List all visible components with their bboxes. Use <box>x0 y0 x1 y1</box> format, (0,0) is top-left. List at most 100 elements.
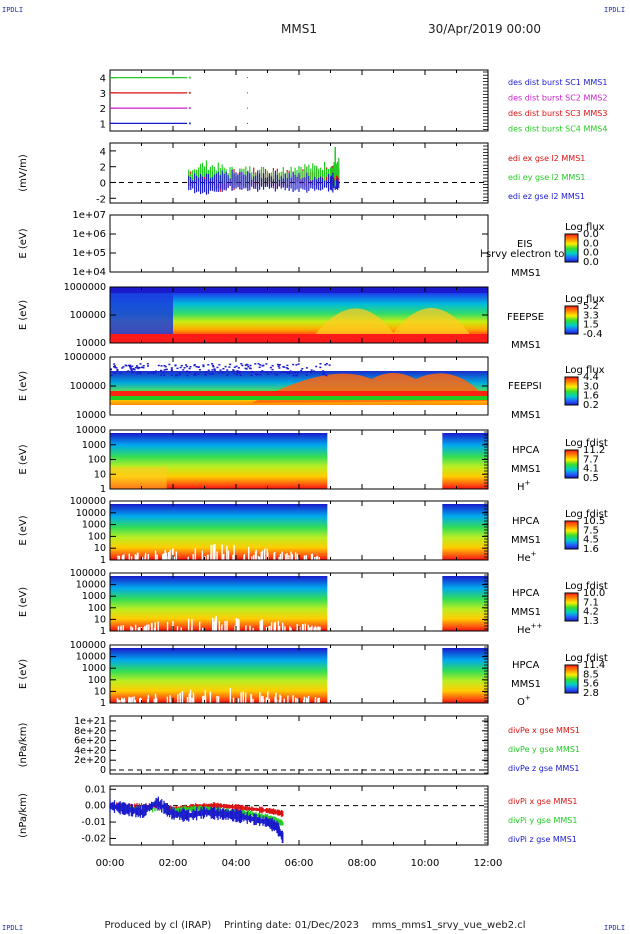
feepsi-speckle <box>119 372 122 374</box>
hpca_o-gap-speckle <box>280 695 282 703</box>
footer-script-name: mms_mms1_srvy_vue_web2.cl <box>371 920 526 931</box>
hpca_he-gap-speckle <box>163 553 166 560</box>
hpca_he-gap-speckle <box>192 554 194 560</box>
hpca_h-colorbar-tick: 7.7 <box>583 454 599 465</box>
feepsi-speckle <box>245 368 248 370</box>
feepsi-speckle <box>197 373 200 375</box>
eis-panel-frame <box>109 214 489 273</box>
hpca_h-y-tick-label: 1000 <box>82 440 106 451</box>
eis-y-tick-label: 1e+04 <box>72 267 106 278</box>
divpe-legend-entry: divPe z gse MMS1 <box>508 764 579 773</box>
hpca_he-gap-speckle <box>243 555 245 560</box>
eis-y-tick-label: 1e+06 <box>72 229 106 240</box>
burst-y-tick-label: 3 <box>100 89 106 100</box>
hpca_o-gap-speckle <box>202 696 204 703</box>
feepsi-speckle <box>213 368 216 370</box>
feepsi-speckle <box>283 366 286 368</box>
hpca_o-gap-speckle <box>305 697 308 703</box>
divpe-legend-entry: divPe y gse MMS1 <box>508 745 580 754</box>
eis-colorbar-tick: 0.0 <box>583 248 599 259</box>
hpca_he-gap-speckle <box>279 553 282 560</box>
hpca_o-gap-speckle <box>314 697 317 703</box>
hpca_he2-gap-speckle <box>218 620 221 631</box>
feepsi-speckle <box>129 367 132 369</box>
feepsi-speckle <box>114 366 117 369</box>
hpca_he2-y-tick-label: 10000 <box>76 580 106 591</box>
hpca_he-gap-speckle <box>201 550 204 560</box>
hpca_he-gap-speckle <box>267 552 269 560</box>
feepsi-speckle <box>194 372 197 374</box>
hpca_he-gap-speckle <box>251 556 253 560</box>
feepsi-speckle <box>113 372 116 374</box>
edi-legend-entry: edi ex gse l2 MMS1 <box>508 154 585 163</box>
feepsi-speckle <box>221 372 224 374</box>
divpi-y-axis-label: (nPa/km) <box>18 793 29 838</box>
hpca_he2-gap-speckle <box>145 624 148 631</box>
feepse-colorbar-tick: 5.2 <box>583 301 599 312</box>
feepsi-speckle <box>211 369 214 371</box>
feepsi-speckle <box>301 367 304 370</box>
hpca_he2-species-charge: ++ <box>531 622 543 630</box>
hpca_o-gap-speckle <box>147 694 150 703</box>
hpca_he2-colorbar <box>564 592 579 622</box>
feepsi-speckle <box>188 370 191 373</box>
hpca_he-gap-speckle <box>278 556 280 560</box>
hpca_o-gap-speckle <box>122 699 125 703</box>
feepsi-speckle <box>276 363 279 366</box>
feepsi-speckle <box>163 364 166 367</box>
hpca_o-gap-speckle <box>177 694 179 703</box>
hpca_he2-gap-speckle <box>148 624 150 631</box>
time-axis-tick-label: 00:00 <box>96 858 125 869</box>
edi-legend-entry: edi ey gse l2 MMS1 <box>508 173 586 182</box>
feepsi-speckle <box>132 368 135 370</box>
hpca_h-y-tick-label: 10000 <box>76 425 106 436</box>
feepsi-speckle <box>150 372 153 374</box>
feepsi-speckle <box>159 369 162 372</box>
feepsi-speckle <box>124 364 127 366</box>
feepsi-speckle <box>232 369 235 371</box>
hpca_o-gap-speckle <box>303 696 306 703</box>
burst-legend-entry: des dist burst SC4 MMS4 <box>508 125 607 134</box>
hpca_he-gap-speckle <box>255 549 257 560</box>
hpca_he-spectrogram-right <box>442 504 488 560</box>
hpca_he-y-axis-label: E (eV) <box>18 515 29 545</box>
feepsi-speckle <box>160 365 163 367</box>
feepsi-speckle <box>222 367 225 370</box>
feepsi-speckle <box>216 366 219 369</box>
edi-y-tick-label: 4 <box>100 147 106 158</box>
hpca_he2-gap-speckle <box>269 625 271 631</box>
hpca_h-species-charge: + <box>525 479 531 487</box>
feepsi-speckle <box>163 369 166 371</box>
feepsi-speckle <box>114 365 117 367</box>
hpca_he2-gap-speckle <box>224 621 226 631</box>
hpca_o-gap-speckle <box>146 698 149 703</box>
hpca_he2-gap-speckle <box>315 627 317 631</box>
feepse-y-tick-label: 1000000 <box>64 282 106 293</box>
hpca_o-gap-speckle <box>306 698 308 703</box>
hpca_o-gap-speckle <box>250 694 253 703</box>
feepsi-speckle <box>131 370 134 373</box>
hpca_h-instrument-label: HPCA <box>512 445 540 456</box>
feepse-y-axis-label: E (eV) <box>18 300 29 330</box>
hpca_he-colorbar-tick: 7.5 <box>583 525 599 536</box>
feepsi-speckle <box>157 364 160 367</box>
hpca_he-gap-speckle <box>165 552 167 560</box>
feepsi-speckle <box>251 371 254 374</box>
hpca_he-gap-speckle <box>294 552 297 560</box>
hpca_he2-gap-speckle <box>215 626 217 631</box>
burst-legend-entry: des dist burst SC1 MMS1 <box>508 78 607 87</box>
hpca_o-gap-speckle <box>232 697 235 703</box>
feepsi-speckle <box>188 371 191 374</box>
feepsi-speckle <box>183 367 186 369</box>
hpca_he-gap-speckle <box>118 556 121 560</box>
hpca_he-gap-speckle <box>130 556 133 560</box>
burst-series-mark <box>189 107 191 110</box>
eis-overlay-label: l srvy electron to <box>480 249 564 260</box>
edi-y-tick-label: -2 <box>96 194 106 205</box>
hpca_he2-y-tick-label: 10 <box>94 614 106 625</box>
hpca_he2-gap-speckle <box>166 621 169 631</box>
feepsi-speckle <box>235 373 238 376</box>
eis-colorbar <box>564 233 579 263</box>
hpca_he-gap-speckle <box>212 544 214 560</box>
